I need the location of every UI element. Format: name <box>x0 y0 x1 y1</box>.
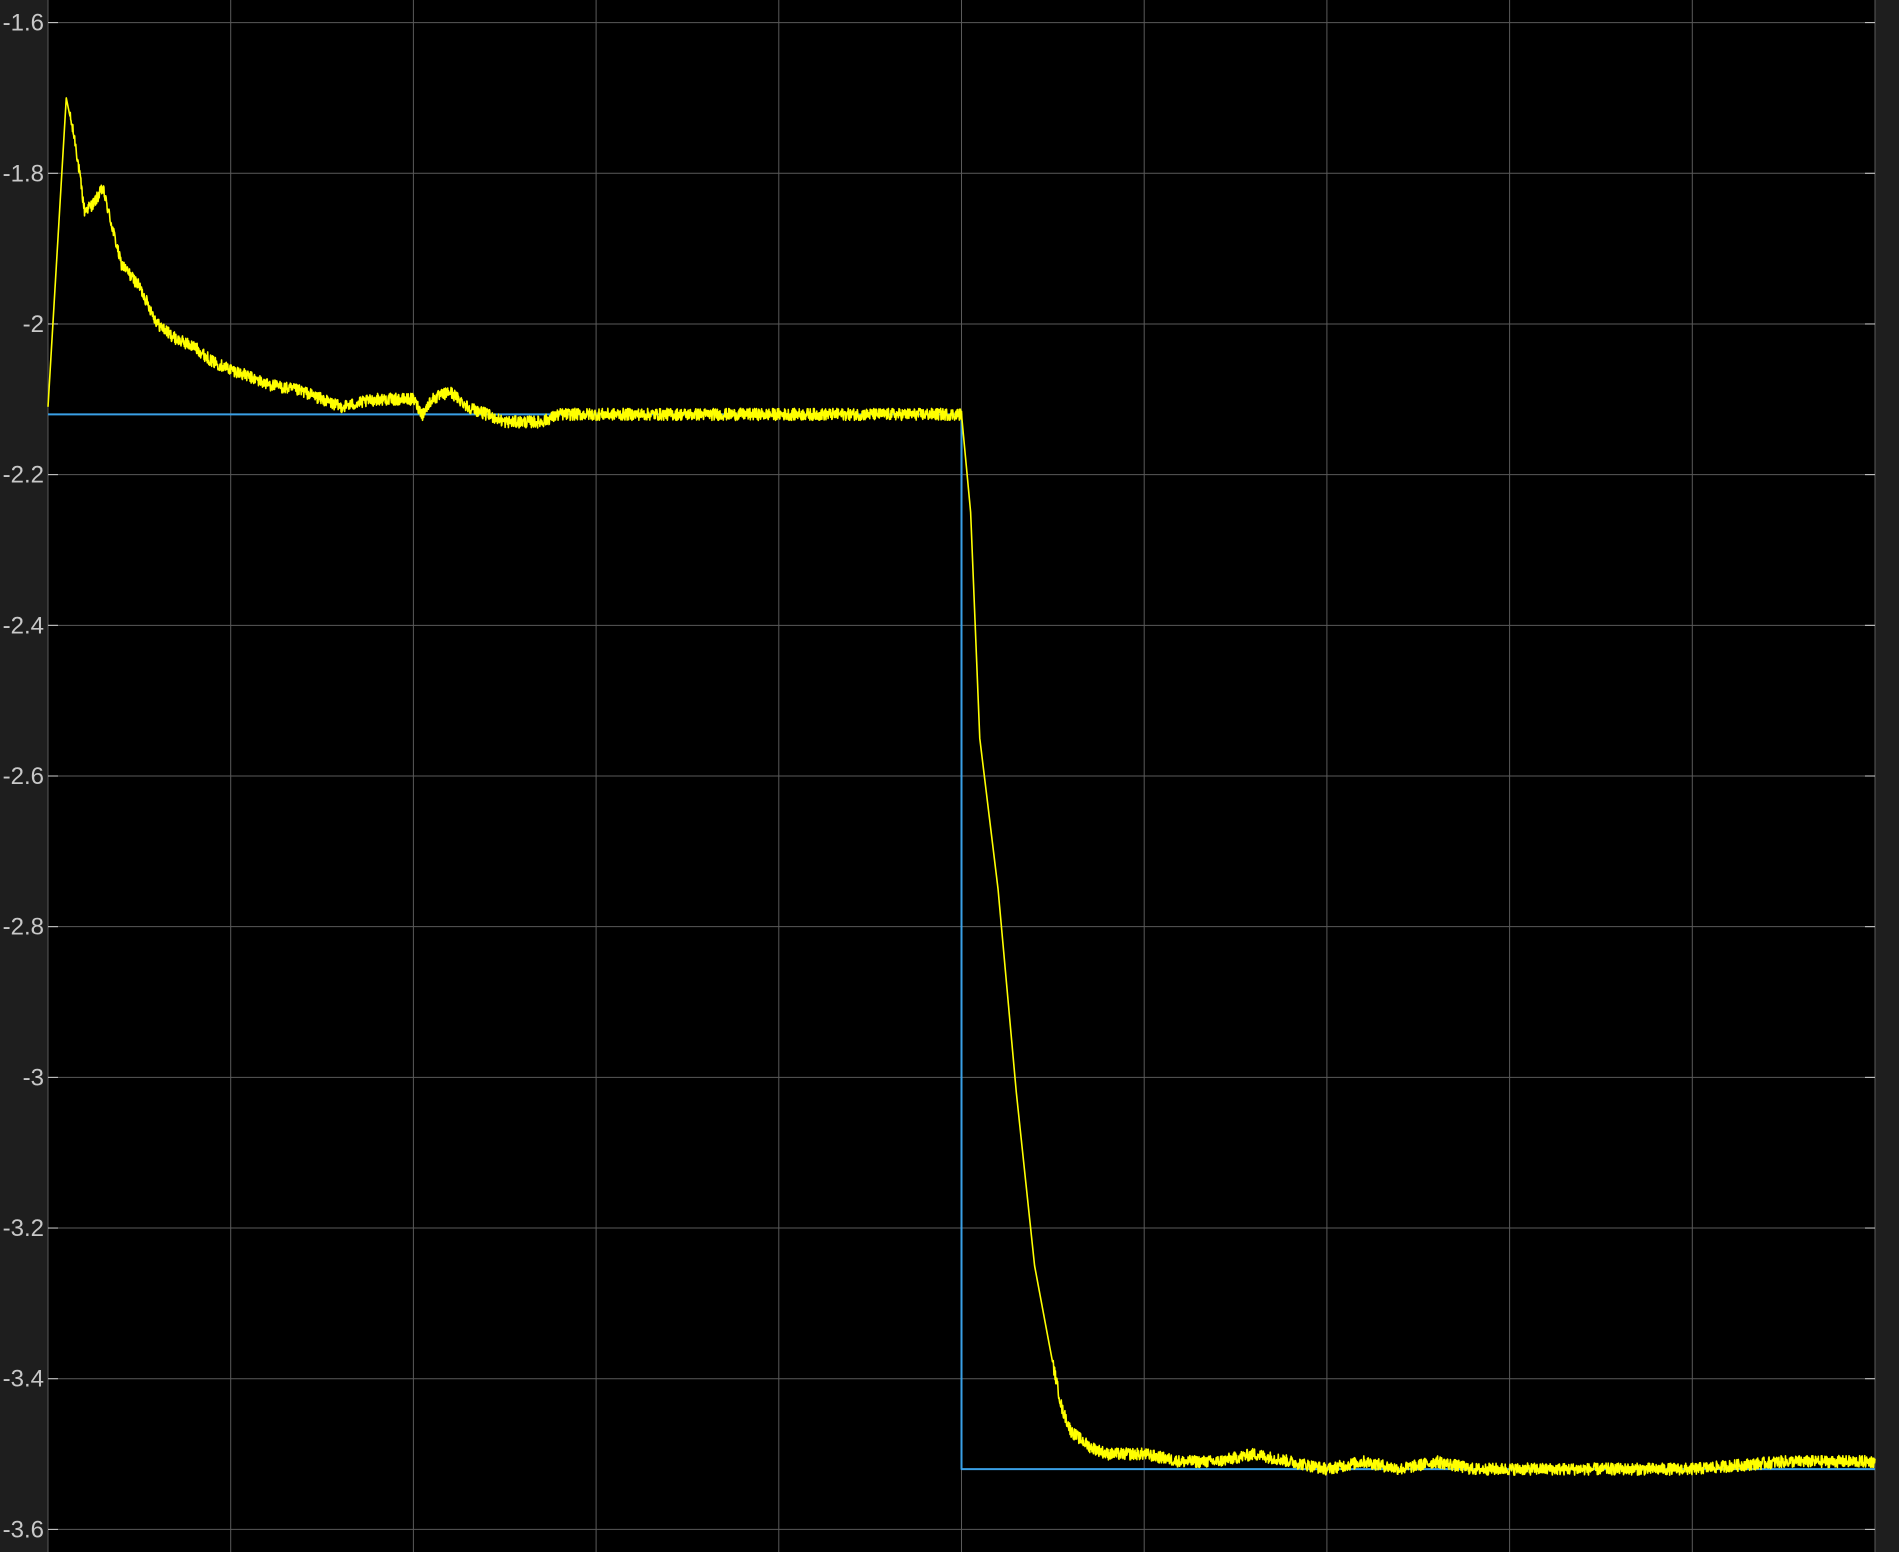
y-tick-label: -3.4 <box>3 1366 44 1393</box>
y-tick-label: -2.8 <box>3 914 44 941</box>
y-tick-label: -3.2 <box>3 1215 44 1242</box>
y-tick-label: -3.6 <box>3 1516 44 1543</box>
y-tick-label: -2.6 <box>3 763 44 790</box>
grid <box>47 0 1876 1552</box>
measured-signal-line <box>47 97 1876 1476</box>
y-tick-label: -2.2 <box>3 462 44 489</box>
y-tick-label: -1.6 <box>3 10 44 37</box>
series-layer <box>47 97 1876 1476</box>
y-tick-label: -3 <box>23 1064 44 1091</box>
y-tick-label: -2 <box>23 311 44 338</box>
y-tick-label: -1.8 <box>3 160 44 187</box>
y-tick-label: -2.4 <box>3 612 44 639</box>
y-axis-tick-labels: -1.6 -1.8 -2 -2.2 -2.4 -2.6 -2.8 -3 -3.2 -3.4 -3.6 <box>3 10 44 1544</box>
